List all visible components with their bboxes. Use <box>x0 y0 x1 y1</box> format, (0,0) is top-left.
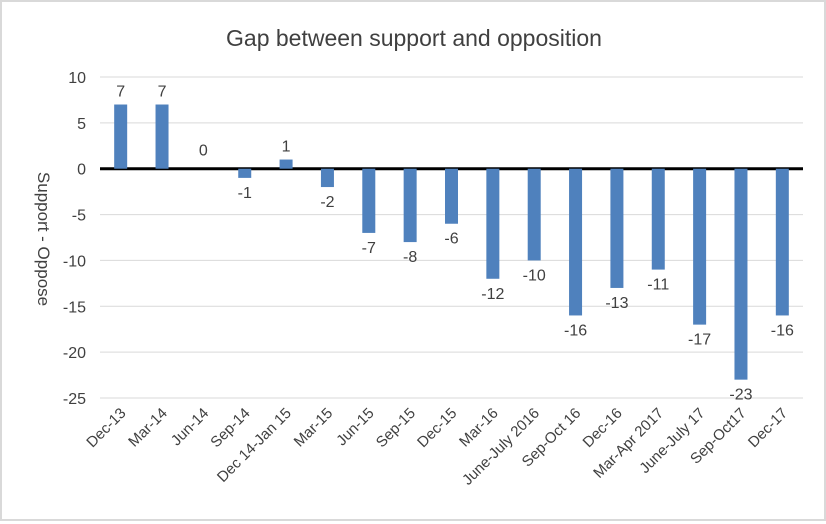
bar <box>527 168 541 261</box>
y-axis-label: Support - Oppose <box>34 172 53 306</box>
chart-title: Gap between support and opposition <box>226 25 602 51</box>
bar <box>610 168 624 288</box>
bar <box>651 168 665 270</box>
x-tick-label: Dec-15 <box>414 405 460 451</box>
bar <box>775 168 789 316</box>
data-label: 7 <box>116 84 125 101</box>
bar <box>114 104 128 169</box>
x-tick-label: Dec 14-Jan 15 <box>214 405 295 486</box>
data-label: 1 <box>282 139 291 156</box>
y-tick-label: -25 <box>63 391 86 408</box>
y-tick-label: -20 <box>63 345 86 362</box>
data-label: -16 <box>771 322 794 339</box>
data-label: -17 <box>688 332 711 349</box>
y-tick-label: 5 <box>77 116 86 133</box>
x-tick-label: Sep-15 <box>373 405 419 451</box>
bar <box>445 168 458 224</box>
bar <box>403 168 417 243</box>
data-label: -2 <box>320 194 334 211</box>
bar <box>734 168 748 380</box>
bar <box>238 168 252 178</box>
x-tick-label: Jun-15 <box>333 405 377 449</box>
y-tick-label: 0 <box>77 162 86 179</box>
bar <box>320 168 334 188</box>
x-tick-label: Jun-14 <box>168 405 212 449</box>
data-label: -16 <box>564 322 587 339</box>
bar <box>569 168 583 316</box>
bar <box>486 168 500 279</box>
data-label: -13 <box>605 295 628 312</box>
y-tick-label: -10 <box>63 253 86 270</box>
y-tick-label: -15 <box>63 299 86 316</box>
x-tick-label: Mar-14 <box>125 405 171 451</box>
data-label: -1 <box>238 185 252 202</box>
bar <box>279 159 293 169</box>
data-label: -11 <box>647 277 669 294</box>
x-tick-label: Dec-13 <box>83 405 129 451</box>
data-label: 0 <box>199 143 208 160</box>
bar <box>693 168 707 325</box>
y-tick-label: -5 <box>72 208 86 225</box>
x-tick-label: Mar-15 <box>291 405 337 451</box>
y-tick-label: 10 <box>68 70 86 87</box>
bar <box>362 168 376 233</box>
data-label: -8 <box>403 249 417 266</box>
data-label: -10 <box>523 267 546 284</box>
data-label: -6 <box>444 231 458 248</box>
data-label: -12 <box>481 286 504 303</box>
data-label: -23 <box>729 387 752 404</box>
bar <box>155 104 169 169</box>
data-label: 7 <box>158 84 167 101</box>
x-tick-label: Dec-17 <box>745 405 791 451</box>
data-label: -7 <box>362 240 376 257</box>
